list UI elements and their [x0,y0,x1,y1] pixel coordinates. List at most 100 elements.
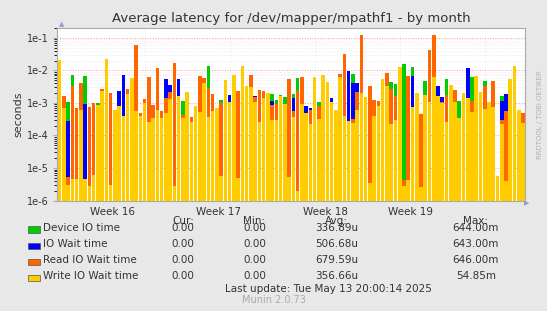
Bar [419,115,423,201]
Bar [62,96,66,201]
Bar [496,176,499,201]
Text: Week 17: Week 17 [196,207,241,217]
Bar [211,116,214,201]
Bar [275,179,278,201]
Bar [138,113,142,201]
Bar [104,59,108,201]
Bar [109,93,112,201]
Bar [215,108,219,201]
Bar [406,180,410,201]
Bar [172,63,176,201]
Bar [432,188,435,201]
Bar [215,109,219,201]
Bar [325,82,329,201]
Bar [432,77,435,201]
Bar [147,94,150,201]
Bar [79,83,83,201]
Bar [236,188,240,201]
Bar [389,96,393,201]
Bar [207,67,210,201]
Bar [521,113,525,201]
Text: 0.00: 0.00 [172,239,195,249]
Bar [500,124,504,201]
Bar [483,86,486,201]
Bar [419,188,423,201]
Bar [373,177,376,201]
Bar [109,117,112,201]
Bar [466,98,469,201]
Bar [138,116,142,201]
Bar [402,180,406,201]
Bar [177,79,181,201]
Bar [190,177,193,201]
Y-axis label: seconds: seconds [14,91,24,137]
Bar [147,176,150,201]
Bar [339,121,342,201]
Bar [155,114,159,201]
Bar [300,182,304,201]
Text: 356.66u: 356.66u [315,271,358,281]
Text: 646.00m: 646.00m [453,255,499,265]
Bar [143,99,147,201]
Bar [202,83,206,201]
Bar [313,77,317,201]
Bar [292,118,295,201]
Bar [164,79,168,201]
Bar [309,115,312,201]
Bar [104,94,108,201]
Bar [377,102,380,201]
Bar [474,76,478,201]
Bar [287,191,291,201]
Bar [508,95,512,201]
Bar [317,119,321,201]
Bar [287,183,291,201]
Bar [356,110,359,201]
Bar [398,106,401,201]
Bar [325,101,329,201]
Bar [109,185,112,201]
Bar [92,125,95,201]
Bar [198,76,202,201]
Bar [453,102,457,201]
Text: 0.00: 0.00 [243,223,266,233]
Bar [245,93,248,201]
Bar [181,101,185,201]
Bar [483,81,486,201]
Bar [496,177,499,201]
Bar [381,79,385,201]
Bar [190,122,193,201]
Bar [79,98,83,201]
Bar [130,115,133,201]
Bar [181,118,185,201]
Bar [432,97,435,201]
Bar [207,88,210,201]
Bar [373,100,376,201]
Bar [449,85,452,201]
Bar [423,81,427,201]
Text: 644.00m: 644.00m [453,223,499,233]
Bar [236,91,240,201]
Bar [440,103,444,201]
Bar [292,94,295,201]
Bar [88,186,91,201]
Bar [385,100,389,201]
Bar [117,105,121,201]
Bar [359,118,363,201]
Bar [339,121,342,201]
Bar [113,186,117,201]
Bar [160,111,164,201]
Bar [356,100,359,201]
Bar [109,99,112,201]
Bar [249,117,253,201]
Bar [377,100,380,201]
Bar [462,94,465,201]
Bar [66,185,70,201]
Bar [453,99,457,201]
Bar [262,187,265,201]
Bar [168,85,172,201]
Bar [398,67,401,201]
Bar [436,86,440,201]
Bar [440,97,444,201]
Bar [508,112,512,201]
Bar [423,116,427,201]
